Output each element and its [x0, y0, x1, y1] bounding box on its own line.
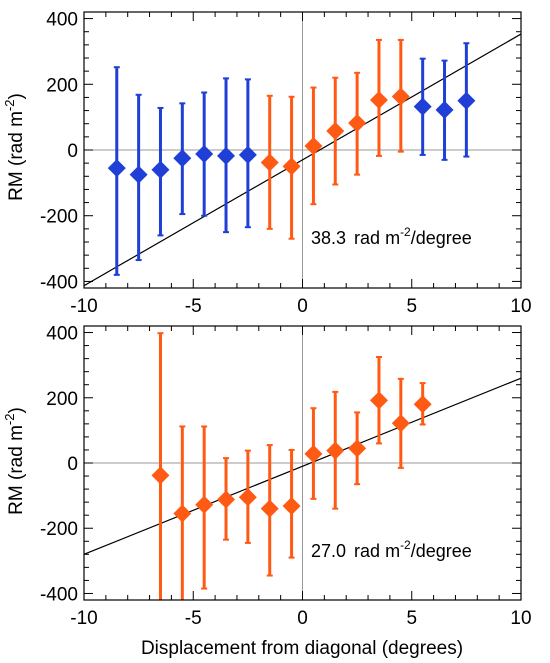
bottom-data-point — [282, 497, 301, 516]
top-data-point — [173, 149, 192, 168]
bottom-y-tick-label: -200 — [40, 519, 78, 540]
bottom-y-axis-title-sup: -2 — [2, 414, 17, 426]
top-data-point — [129, 165, 148, 184]
bottom-y-axis-title-text: RM (rad m — [6, 425, 27, 515]
top-x-tick-label: 0 — [297, 296, 308, 317]
top-data-point — [260, 153, 279, 172]
bottom-slope-unit-sup: -2 — [400, 538, 411, 552]
bottom-slope-annotation: 27.0 rad m-2/degree — [311, 538, 472, 561]
bottom-data-point — [391, 414, 410, 433]
bottom-slope-value: 27.0 — [311, 541, 346, 561]
top-y-tick-label: -200 — [40, 207, 78, 228]
top-data-point — [457, 91, 476, 110]
top-data-point — [435, 100, 454, 119]
bottom-y-axis-title: RM (rad m-2) — [2, 407, 27, 515]
top-y-tick-label: 200 — [46, 75, 78, 96]
bottom-x-tick-label: -10 — [70, 608, 97, 629]
bottom-x-tick-label: 0 — [297, 608, 308, 629]
top-slope-annotation: 38.3 rad m-2/degree — [311, 225, 472, 248]
top-data-point — [217, 146, 236, 165]
bottom-data-point — [151, 466, 170, 485]
top-plot-area — [84, 12, 521, 288]
bottom-data-point — [173, 504, 192, 523]
bottom-x-tick-label: -5 — [185, 608, 202, 629]
top-data-point — [195, 144, 214, 163]
top-y-tick-label: -400 — [40, 272, 78, 293]
bottom-y-tick-label: 200 — [46, 389, 78, 410]
top-data-point — [326, 121, 345, 140]
top-data-point — [348, 114, 367, 133]
bottom-x-tick-label: 5 — [406, 608, 417, 629]
top-y-tick-label: 0 — [67, 141, 78, 162]
top-data-point — [413, 97, 432, 116]
bottom-plot-area — [84, 326, 521, 600]
top-y-axis-title: RM (rad m-2) — [2, 93, 27, 201]
bottom-panel: RM (rad m-2) 27.0 rad m-2/degree Displace… — [2, 324, 532, 659]
bottom-fit-line — [84, 377, 521, 555]
bottom-slope-unit-end: /degree — [411, 541, 472, 561]
top-y-tick-label: 400 — [46, 10, 78, 31]
top-panel: RM (rad m-2) 38.3 rad m-2/degree -10 -5 0 5 1… — [2, 10, 532, 317]
svg-text:RM (rad m-2): RM (rad m-2) — [2, 407, 27, 515]
bottom-y-tick-label: 400 — [46, 324, 78, 345]
top-x-tick-label: -5 — [185, 296, 202, 317]
top-data-point — [107, 159, 126, 178]
bottom-data-point — [326, 441, 345, 460]
bottom-data-point — [260, 499, 279, 518]
top-data-point — [238, 145, 257, 164]
x-axis-title: Displacement from diagonal (degrees) — [141, 638, 463, 659]
bottom-data-point — [348, 439, 367, 458]
bottom-y-tick-label: -400 — [40, 584, 78, 605]
svg-text:RM (rad m-2): RM (rad m-2) — [2, 93, 27, 201]
top-data-point — [151, 160, 170, 179]
top-y-axis-title-text: RM (rad m — [6, 111, 27, 201]
top-data-point — [304, 137, 323, 156]
bottom-data-point — [304, 444, 323, 463]
top-data-point — [369, 91, 388, 110]
bottom-x-tick-label: 10 — [510, 608, 531, 629]
top-y-axis-title-sup: -2 — [2, 100, 17, 112]
bottom-data-point — [369, 391, 388, 410]
bottom-data-point — [238, 488, 257, 507]
bottom-y-axis-title-end: ) — [6, 407, 27, 413]
bottom-data-point — [195, 495, 214, 514]
bottom-y-tick-label: 0 — [67, 454, 78, 475]
top-data-point — [391, 87, 410, 106]
top-x-tick-label: 5 — [406, 296, 417, 317]
bottom-data-point — [413, 395, 432, 414]
top-y-axis-title-end: ) — [6, 93, 27, 99]
bottom-data-point — [217, 490, 236, 509]
top-x-tick-label: -10 — [70, 296, 97, 317]
top-x-tick-label: 10 — [510, 296, 531, 317]
top-slope-unit-sup: -2 — [400, 225, 411, 239]
bottom-slope-unit: rad m — [354, 541, 400, 561]
top-fit-line — [84, 33, 521, 287]
top-data-point — [282, 157, 301, 176]
top-slope-unit-end: /degree — [411, 228, 472, 248]
top-slope-unit: rad m — [354, 228, 400, 248]
top-slope-value: 38.3 — [311, 228, 346, 248]
